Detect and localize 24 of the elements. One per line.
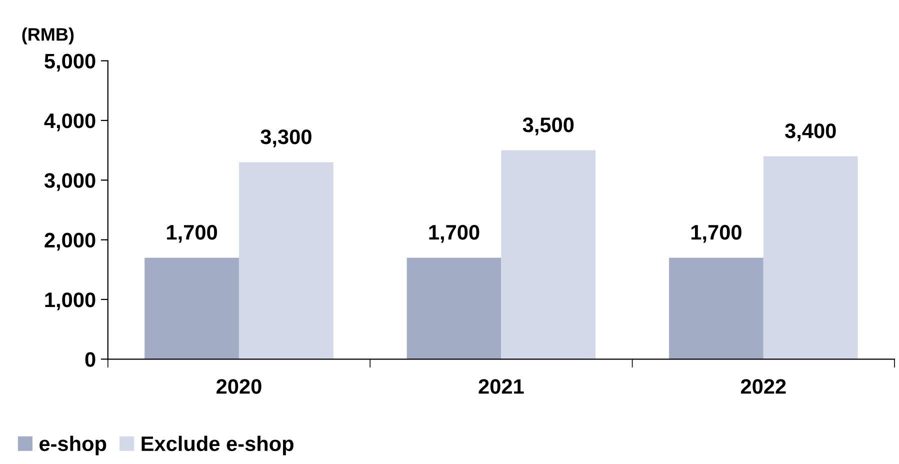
bar xyxy=(144,258,239,360)
data-label: 1,700 xyxy=(167,224,217,243)
data-label: 3,500 xyxy=(522,118,574,136)
x-tick-label: 2022 xyxy=(740,379,786,394)
data-label: 3,400 xyxy=(785,123,836,142)
x-tick-label: 2021 xyxy=(478,379,524,394)
data-label: 3,300 xyxy=(260,129,312,148)
y-tick-label: 3,000 xyxy=(44,173,96,191)
bar xyxy=(669,258,764,360)
y-tick-label: 5,000 xyxy=(44,54,96,72)
legend-label: Exclude e-shop xyxy=(142,436,294,456)
y-tick-label: 2,000 xyxy=(44,232,96,251)
data-label: 1,700 xyxy=(691,224,742,243)
data-label: 1,700 xyxy=(429,224,480,243)
y-tick-label: 0 xyxy=(85,352,96,367)
bar xyxy=(406,258,502,360)
y-tick-label: 4,000 xyxy=(44,113,96,132)
bar xyxy=(501,150,596,360)
x-tick-label: 2020 xyxy=(216,379,262,394)
bar xyxy=(763,156,858,360)
y-tick-label: 1,000 xyxy=(45,292,96,310)
bar xyxy=(238,162,334,360)
legend-label: e-shop xyxy=(40,436,106,456)
y-axis-title: (RMB) xyxy=(22,28,74,44)
